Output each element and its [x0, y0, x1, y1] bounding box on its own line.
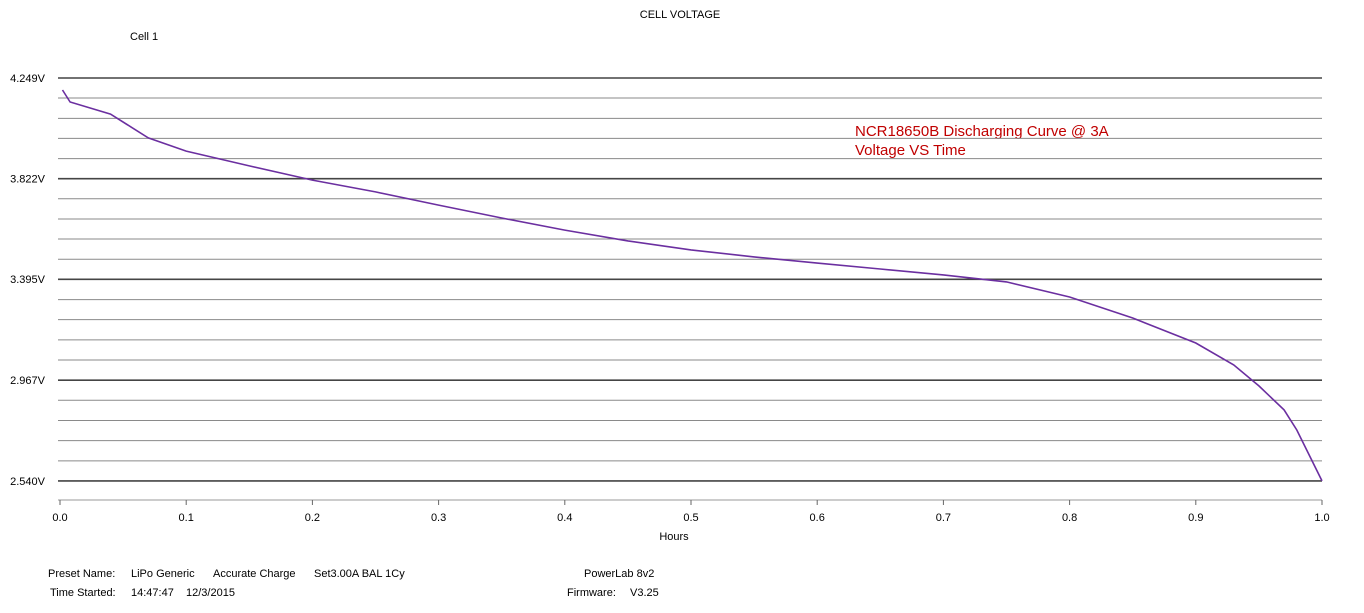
footer-text: V3.25 — [630, 587, 659, 599]
annotation: NCR18650B Discharging Curve @ 3A — [855, 123, 1109, 140]
y-tick-label: 2.967V — [10, 375, 46, 387]
x-tick-label: 0.8 — [1062, 512, 1077, 524]
legend-entry: Cell 1 — [130, 31, 158, 43]
y-tick-label: 3.822V — [10, 174, 46, 186]
x-tick-label: 0.2 — [305, 512, 320, 524]
x-tick-label: 0.4 — [557, 512, 572, 524]
footer-text: 12/3/2015 — [186, 587, 235, 599]
x-tick-label: 0.6 — [810, 512, 825, 524]
x-tick-label: 1.0 — [1314, 512, 1329, 524]
x-tick-label: 0.3 — [431, 512, 446, 524]
x-tick-label: 0.7 — [936, 512, 951, 524]
x-tick-label: 0.5 — [683, 512, 698, 524]
y-tick-label: 4.249V — [10, 73, 46, 85]
footer-text: Firmware: — [567, 587, 616, 599]
footer-text: Set3.00A BAL 1Cy — [314, 568, 405, 580]
x-tick-label: 0.0 — [52, 512, 67, 524]
chart-title: CELL VOLTAGE — [640, 9, 721, 21]
x-tick-label: 0.1 — [179, 512, 194, 524]
footer-text: PowerLab 8v2 — [584, 568, 654, 580]
annotation: Voltage VS Time — [855, 142, 966, 159]
y-tick-label: 3.395V — [10, 274, 46, 286]
footer-text: Accurate Charge — [213, 568, 296, 580]
data-line — [61, 89, 1323, 482]
x-tick-label: 0.9 — [1188, 512, 1203, 524]
footer-text: Time Started: — [50, 587, 116, 599]
x-axis-label: Hours — [659, 531, 689, 543]
footer-text: 14:47:47 — [131, 587, 174, 599]
y-tick-label: 2.540V — [10, 476, 46, 488]
footer-text: Preset Name: — [48, 568, 115, 580]
footer-text: LiPo Generic — [131, 568, 195, 580]
